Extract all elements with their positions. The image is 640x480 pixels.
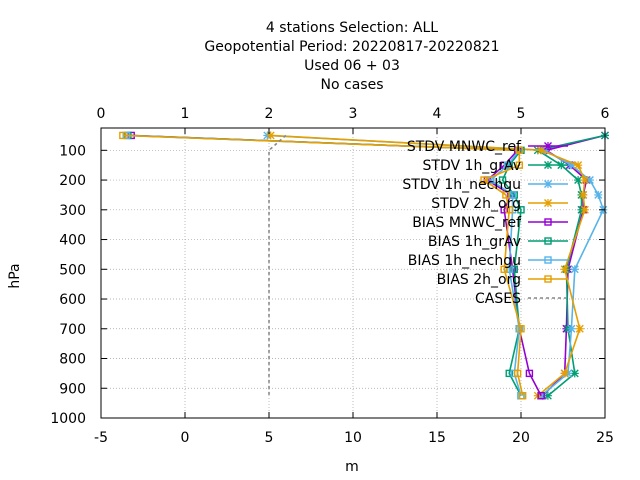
x-tick-label: 15 — [428, 430, 446, 446]
title-line: Geopotential Period: 20220817-20220821 — [204, 39, 499, 55]
y-tick-label: 1000 — [50, 411, 86, 427]
data-point — [503, 161, 512, 169]
y-tick-label: 600 — [59, 292, 86, 308]
legend-marker — [544, 199, 552, 207]
data-point — [594, 190, 603, 199]
legend-marker — [544, 256, 552, 264]
legend: STDV MNWC_ref STDV 1h_grAv STDV 1h_nechgu S… — [402, 139, 568, 307]
data-point — [500, 206, 508, 214]
data-point — [505, 206, 513, 214]
data-point — [560, 369, 569, 378]
legend-label: STDV 1h_nechgu — [402, 177, 521, 193]
legend-label: CASES — [475, 291, 521, 307]
data-point — [575, 324, 584, 333]
data-point — [508, 191, 517, 199]
y-tick-label: 900 — [59, 381, 86, 397]
legend-marker — [544, 275, 552, 283]
data-point — [525, 369, 534, 378]
data-point — [513, 369, 522, 378]
data-point — [574, 176, 583, 185]
legend-label: BIAS 1h_grAv — [428, 234, 521, 250]
x-tick-label: -5 — [94, 430, 108, 446]
legend-label: BIAS 1h_nechgu — [408, 253, 521, 269]
series-line — [268, 134, 287, 396]
legend-marker — [544, 237, 552, 245]
x-tick-label: 5 — [265, 430, 274, 446]
series-lines — [119, 131, 609, 400]
series-line — [122, 134, 524, 396]
data-point — [266, 131, 275, 140]
title-line: No cases — [321, 77, 384, 93]
legend-label: STDV MNWC_ref — [407, 139, 522, 155]
axes: -5 0 5 10 15 20 25 0 1 2 3 4 5 6 100 200 300 400 500 600 700… — [50, 106, 614, 446]
legend-marker — [544, 218, 552, 226]
legend-marker — [544, 180, 552, 188]
data-point — [567, 324, 576, 333]
data-point — [517, 325, 525, 333]
x2-tick-label: 6 — [601, 106, 610, 122]
x-axis-label: m — [345, 459, 359, 475]
series-line — [535, 134, 606, 397]
data-point — [515, 146, 524, 155]
data-point — [119, 131, 127, 140]
data-point — [570, 369, 579, 378]
x2-tick-label: 0 — [97, 106, 106, 122]
y-tick-label: 500 — [59, 262, 86, 278]
data-point — [500, 265, 508, 273]
x-tick-label: 20 — [512, 430, 530, 446]
x2-tick-label: 4 — [433, 106, 442, 122]
legend-label: STDV 2h_org — [431, 196, 521, 212]
chart-title: 4 stations Selection: ALL Geopotential Pe… — [204, 20, 499, 93]
series-line — [127, 134, 523, 397]
legend-label: BIAS MNWC_ref — [412, 215, 522, 231]
x2-tick-label: 1 — [181, 106, 190, 122]
legend-label: STDV 1h_grAv — [423, 158, 521, 174]
data-point — [570, 265, 579, 274]
data-point — [517, 206, 525, 214]
data-point — [560, 265, 569, 274]
legend-label: BIAS 2h_org — [437, 272, 521, 288]
series-line — [542, 134, 606, 397]
x-tick-label: 25 — [596, 430, 614, 446]
data-point — [543, 391, 552, 400]
data-point — [518, 391, 527, 400]
data-point — [502, 191, 510, 199]
data-point — [580, 205, 589, 214]
data-point — [567, 161, 576, 170]
series-line — [126, 134, 522, 396]
y-tick-label: 200 — [59, 173, 86, 189]
title-line: Used 06 + 03 — [304, 58, 400, 74]
data-point — [537, 391, 545, 400]
x-tick-label: 10 — [344, 430, 362, 446]
y-tick-label: 100 — [59, 143, 86, 159]
y-axis-label: hPa — [7, 263, 23, 288]
x2-tick-label: 5 — [517, 106, 526, 122]
data-point — [480, 176, 488, 184]
data-point — [579, 190, 588, 199]
data-point — [505, 265, 513, 273]
data-point — [498, 176, 507, 184]
legend-marker — [544, 142, 552, 150]
title-line: 4 stations Selection: ALL — [266, 20, 438, 36]
data-point — [510, 265, 518, 273]
y-tick-label: 700 — [59, 322, 86, 338]
data-point — [574, 161, 583, 170]
legend-marker — [544, 161, 552, 169]
x2-tick-label: 2 — [265, 106, 274, 122]
y-tick-label: 400 — [59, 233, 86, 249]
y-tick-label: 800 — [59, 352, 86, 368]
y-tick-label: 300 — [59, 203, 86, 219]
x-tick-label: 0 — [181, 430, 190, 446]
series-line — [270, 134, 586, 397]
data-point — [580, 176, 589, 185]
data-point — [537, 146, 546, 155]
data-point — [505, 369, 513, 378]
x2-tick-label: 3 — [349, 106, 358, 122]
data-point — [515, 161, 524, 169]
